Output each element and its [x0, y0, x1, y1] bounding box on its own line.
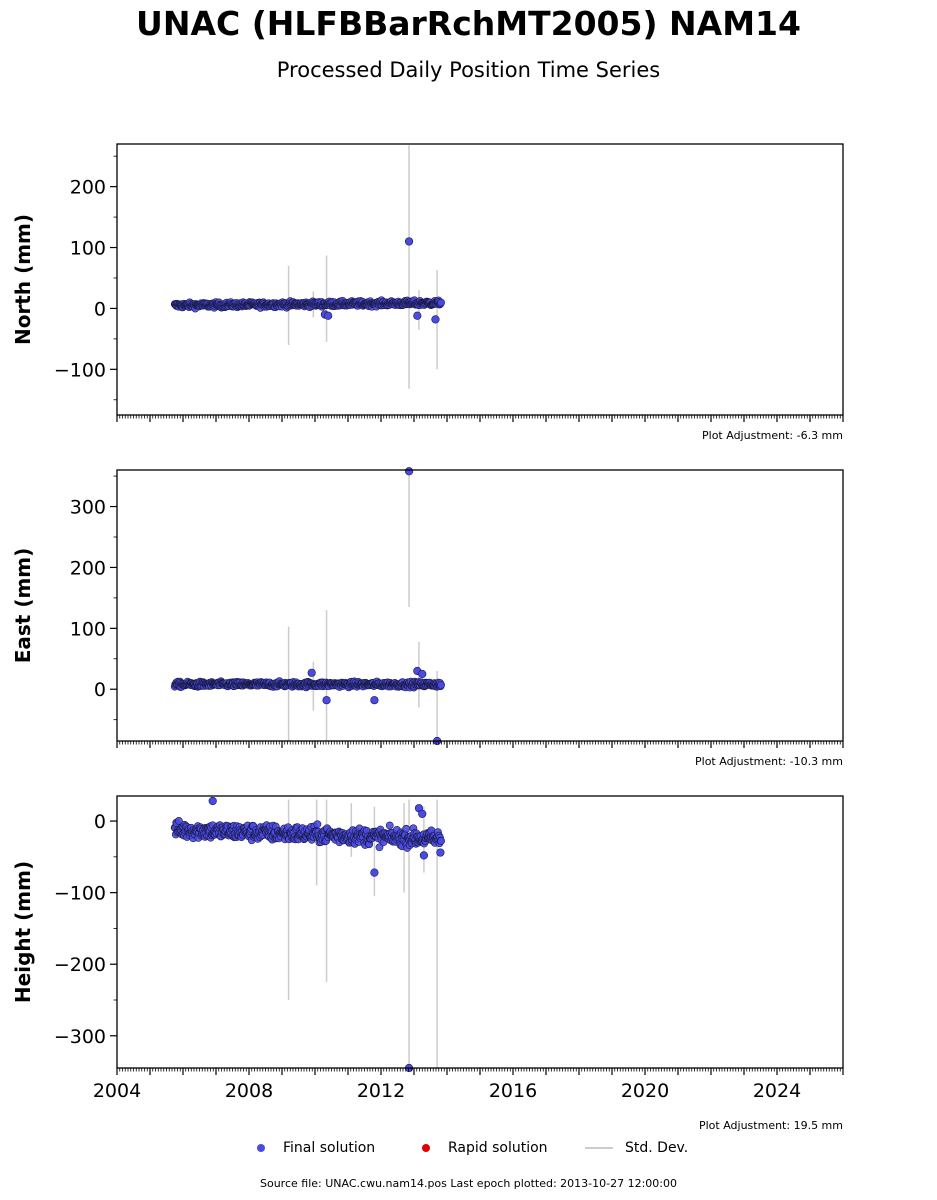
outlier-point	[404, 467, 414, 476]
legend-item-final: Final solution	[257, 1138, 375, 1158]
x-tick-label: 2016	[489, 1080, 537, 1102]
source-footer: Source file: UNAC.cwu.nam14.pos Last epo…	[260, 1177, 677, 1190]
data-point	[402, 824, 411, 833]
legend-item-rapid: Rapid solution	[422, 1138, 548, 1158]
x-tick-label: 2004	[93, 1080, 141, 1102]
outlier-point	[370, 696, 379, 705]
data-point	[313, 820, 322, 829]
page-subtitle: Processed Daily Position Time Series	[276, 58, 661, 82]
page-title: UNAC (HLFBBarRchMT2005) NAM14	[136, 4, 801, 43]
y-tick-label: −100	[54, 883, 106, 905]
rapid-solution-marker-icon	[422, 1144, 430, 1152]
legend-final-label: Final solution	[283, 1140, 376, 1156]
y-tick-label: 0	[94, 298, 106, 320]
outlier-point	[418, 809, 427, 818]
y-tick-label: 300	[70, 497, 106, 519]
data-point	[385, 821, 394, 830]
y-tick-label: 0	[94, 811, 106, 833]
x-tick-label: 2012	[357, 1080, 405, 1102]
y-tick-label: −100	[54, 359, 106, 381]
outlier-point	[324, 311, 333, 320]
legend-stddev-label: Std. Dev.	[625, 1140, 689, 1156]
north-adjustment-label: Plot Adjustment: -6.3 mm	[702, 429, 843, 442]
y-tick-label: 0	[94, 679, 106, 701]
outlier-point	[404, 237, 414, 246]
height-adjustment-label: Plot Adjustment: 19.5 mm	[698, 1119, 843, 1132]
y-tick-label: 200	[70, 557, 106, 579]
outlier-point	[208, 796, 217, 806]
outlier-point	[413, 311, 422, 320]
y-tick-label: −300	[54, 1026, 106, 1048]
data-point	[375, 843, 384, 852]
data-point	[437, 298, 445, 307]
outlier-point	[436, 848, 445, 857]
outlier-point	[322, 696, 331, 705]
outlier-point	[370, 868, 379, 877]
east-adjustment-label: Plot Adjustment: -10.3 mm	[695, 755, 843, 768]
y-axis-label: Height (mm)	[11, 861, 35, 1003]
legend: Final solution Rapid solution Std. Dev.	[0, 1138, 937, 1158]
outlier-point	[431, 315, 440, 324]
x-tick-label: 2024	[753, 1080, 801, 1102]
y-axis-label: East (mm)	[11, 548, 35, 664]
data-point	[437, 837, 445, 845]
y-tick-label: 100	[70, 618, 106, 640]
plot-frame	[116, 143, 844, 416]
y-axis-label: North (mm)	[11, 214, 35, 345]
x-tick-label: 2008	[225, 1080, 273, 1102]
x-tick-label: 2020	[621, 1080, 669, 1102]
y-tick-label: 100	[70, 238, 106, 260]
data-point	[437, 680, 445, 689]
outlier-point	[418, 669, 427, 679]
std-dev-line-icon	[585, 1147, 613, 1149]
outlier-point	[419, 851, 429, 860]
outlier-point	[307, 668, 316, 677]
data-point	[174, 816, 183, 825]
y-tick-label: 200	[70, 177, 106, 199]
y-tick-label: −200	[54, 954, 106, 976]
plot-frame	[116, 469, 844, 742]
legend-rapid-label: Rapid solution	[448, 1140, 548, 1156]
legend-item-stddev: Std. Dev.	[585, 1138, 688, 1158]
final-solution-marker-icon	[257, 1144, 265, 1152]
